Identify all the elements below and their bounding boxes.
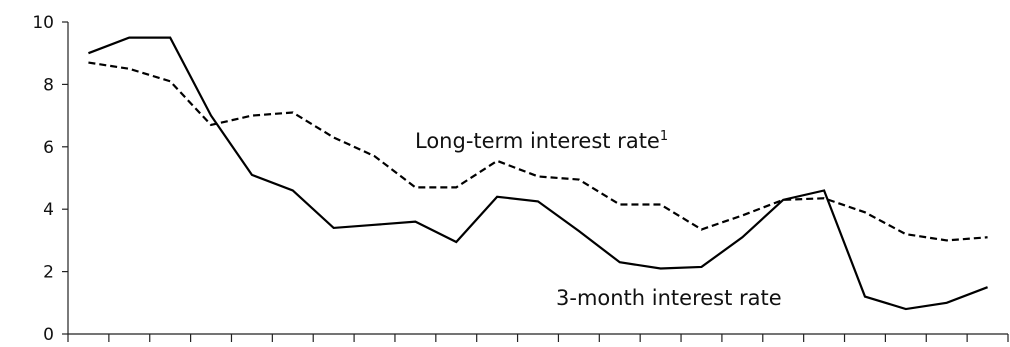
long-term-rate-label: Long-term interest rate1: [415, 129, 668, 153]
y-tick-label: 4: [43, 200, 54, 220]
series-layer: [88, 36, 988, 311]
y-tick-label: 2: [43, 263, 54, 283]
long-term-rate-line: [88, 61, 988, 242]
three-month-rate-line: [88, 36, 988, 311]
y-tick-label: 0: [43, 325, 54, 345]
y-tick-label: 10: [32, 13, 54, 33]
long-term-rate-footnote-marker: 1: [660, 129, 668, 144]
three-month-rate-label: 3-month interest rate: [556, 286, 782, 310]
x-axis-ticks: [67, 334, 1009, 342]
y-tick-label: 8: [43, 75, 54, 95]
y-axis-ticks: 0 2 4 6 8 10: [32, 13, 68, 345]
long-term-rate-label-text: Long-term interest rate: [415, 129, 660, 153]
y-tick-label: 6: [43, 138, 54, 158]
